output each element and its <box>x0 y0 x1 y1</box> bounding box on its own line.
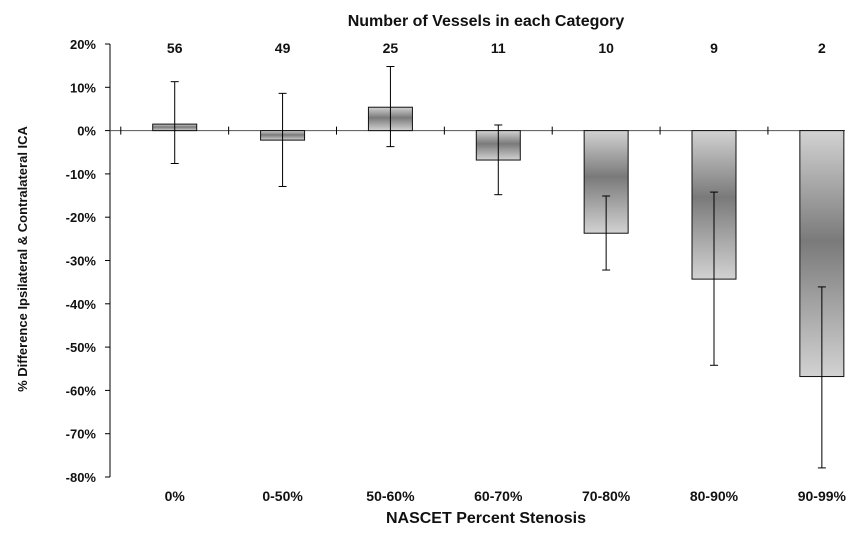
vessel-count-label: 56 <box>167 40 183 56</box>
x-tick-label: 90-99% <box>798 488 847 504</box>
vessel-count-label: 49 <box>275 40 291 56</box>
x-axis-label: NASCET Percent Stenosis <box>386 510 586 527</box>
vessel-count-label: 9 <box>710 40 718 56</box>
y-tick-label: 0% <box>77 124 96 139</box>
y-tick-label: 10% <box>70 80 96 95</box>
x-tick-label: 70-80% <box>582 488 631 504</box>
y-tick-label: -40% <box>66 297 97 312</box>
x-tick-label: 80-90% <box>690 488 739 504</box>
vessel-count-label: 25 <box>383 40 399 56</box>
vessel-count-label: 10 <box>598 40 614 56</box>
vessel-count-label: 2 <box>818 40 826 56</box>
y-axis-label: % Difference Ipsilateral & Contralateral… <box>15 125 30 391</box>
y-axis: 20% 10% 0% -10% -20% -30% -40% -50% -60% -70% -80% <box>66 37 111 485</box>
x-tick-label: 50-60% <box>366 488 415 504</box>
y-tick-label: -30% <box>66 254 97 269</box>
error-bars <box>170 66 826 469</box>
x-tick-label: 60-70% <box>474 488 523 504</box>
x-tick-label: 0-50% <box>262 488 303 504</box>
y-tick-label: -50% <box>66 340 97 355</box>
y-tick-label: -60% <box>66 383 97 398</box>
y-tick-label: -20% <box>66 210 97 225</box>
y-tick-label: -70% <box>66 427 97 442</box>
chart-title: Number of Vessels in each Category <box>348 13 625 30</box>
y-tick-label: -10% <box>66 167 97 182</box>
y-tick-label: 20% <box>70 37 96 52</box>
vessel-counts: 56 49 25 11 10 9 2 <box>167 40 826 56</box>
vessel-count-label: 11 <box>491 40 506 56</box>
y-tick-label: -80% <box>66 470 97 485</box>
category-labels: 0% 0-50% 50-60% 60-70% 70-80% 80-90% 90-99% <box>165 488 847 504</box>
x-tick-label: 0% <box>165 488 186 504</box>
